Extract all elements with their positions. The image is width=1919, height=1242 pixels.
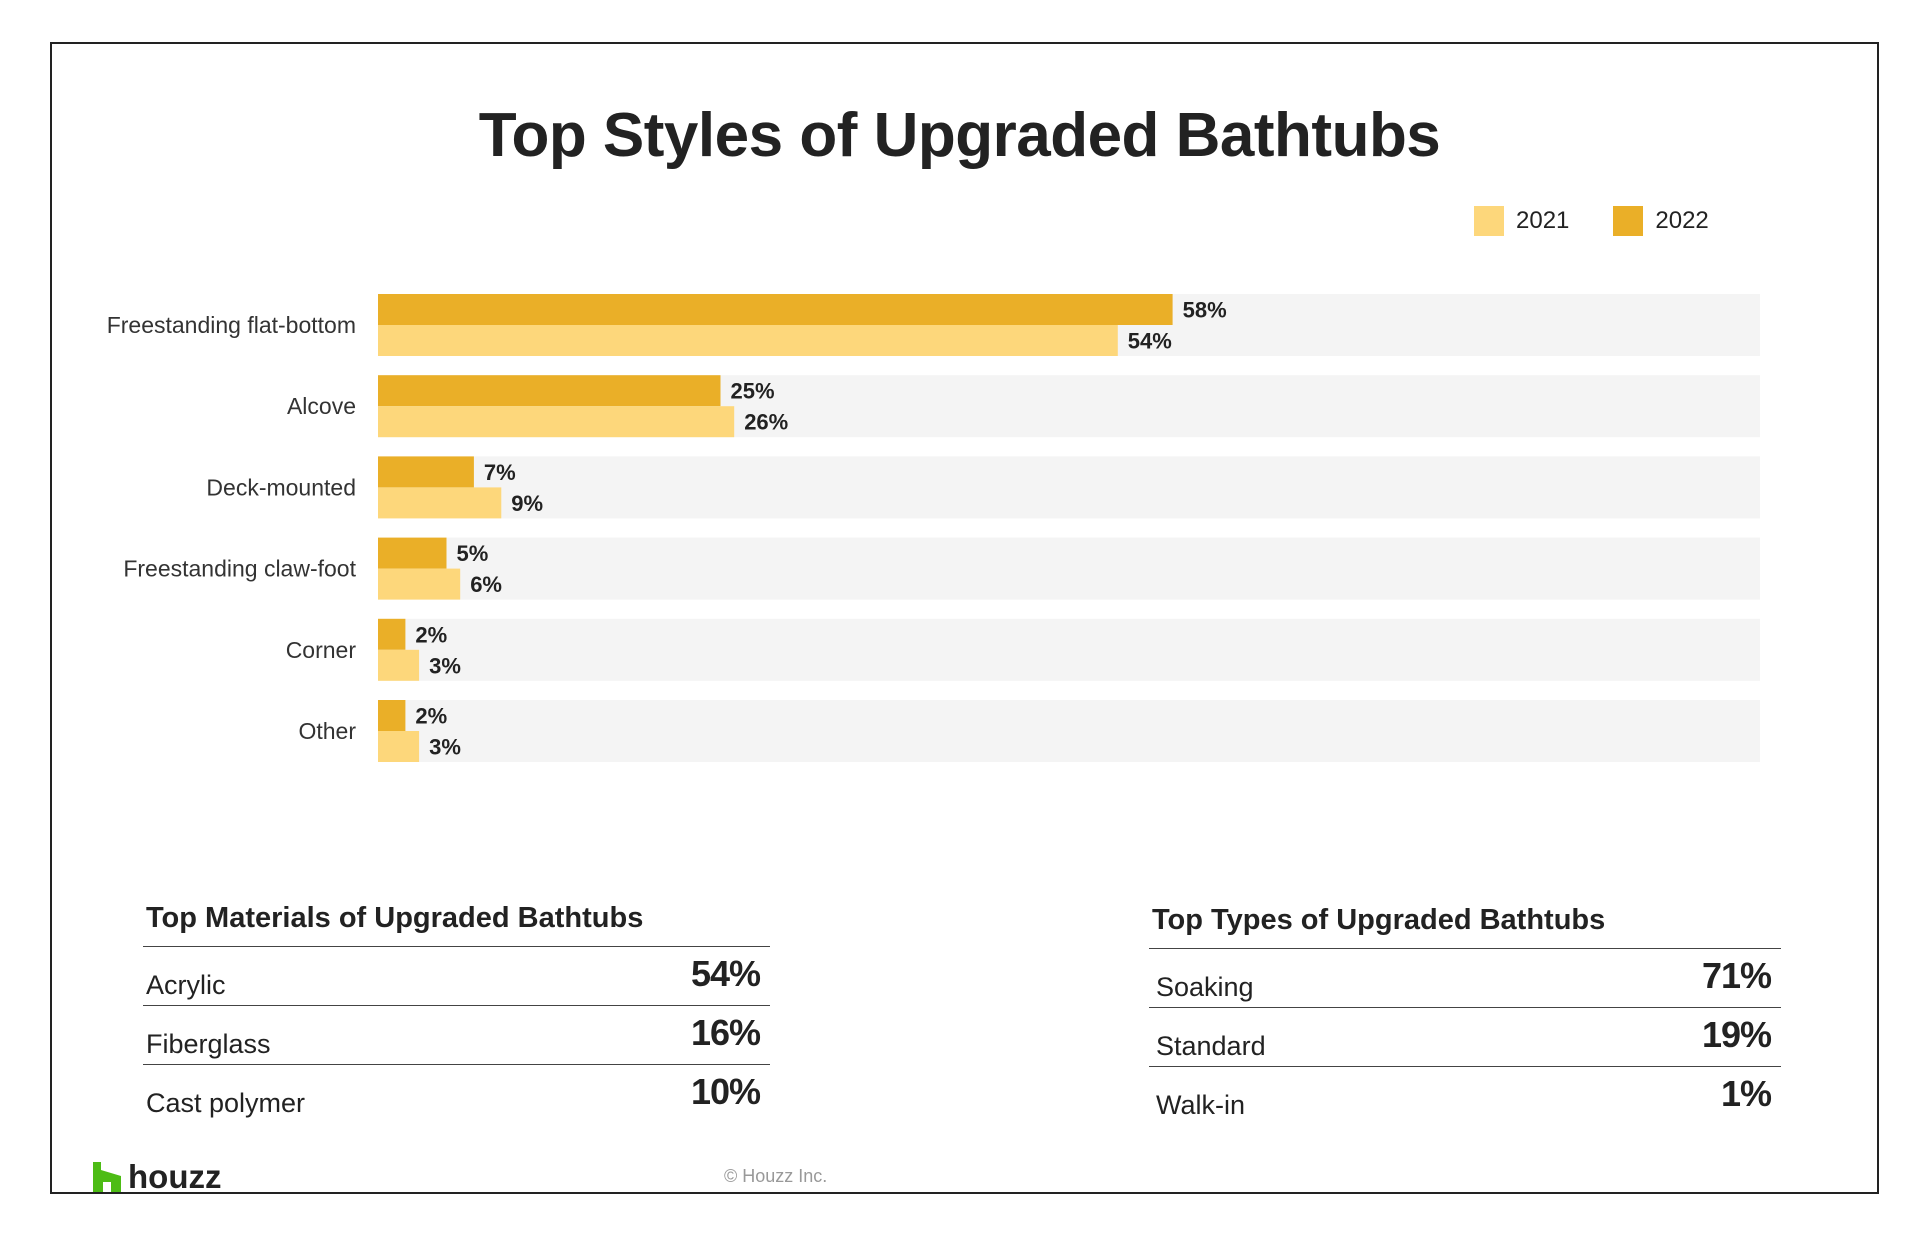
legend-swatch-2022	[1613, 206, 1644, 236]
table-row: Soaking 71%	[1149, 948, 1781, 1007]
category-label: Other	[298, 718, 356, 744]
material-pct: 10%	[690, 1071, 761, 1112]
data-label-2021: 6%	[470, 572, 502, 597]
material-name: Acrylic	[146, 970, 226, 1000]
type-name: Soaking	[1156, 972, 1254, 1002]
table-row: Acrylic 54%	[143, 946, 770, 1005]
data-label-2021: 3%	[429, 735, 461, 760]
material-pct: 16%	[690, 1012, 761, 1053]
legend-label-2021: 2021	[1516, 207, 1570, 234]
houzz-logo-text: houzz	[128, 1158, 222, 1195]
row-background-band	[378, 537, 1760, 600]
bar-2021	[378, 731, 420, 762]
copyright: © Houzz Inc.	[724, 1166, 828, 1186]
data-label-2021: 3%	[429, 653, 461, 678]
row-background-band	[378, 700, 1760, 762]
type-pct: 1%	[1720, 1073, 1772, 1114]
category-label: Freestanding flat-bottom	[107, 312, 356, 338]
data-label-2022: 7%	[484, 460, 516, 485]
data-label-2021: 26%	[744, 410, 788, 435]
material-pct: 54%	[690, 953, 761, 994]
row-background-band	[378, 456, 1760, 519]
table-row: Walk-in 1%	[1149, 1066, 1781, 1125]
data-label-2022: 25%	[731, 379, 775, 404]
bar-2022	[378, 700, 406, 731]
type-name: Walk-in	[1156, 1090, 1246, 1120]
category-label: Freestanding claw-foot	[123, 556, 356, 582]
bar-2021	[378, 487, 502, 519]
table-row: Standard 19%	[1149, 1007, 1781, 1066]
legend: 2021 2022	[1474, 206, 1753, 236]
category-label: Deck-mounted	[206, 474, 356, 500]
category-label: Alcove	[287, 393, 356, 419]
data-label-2022: 5%	[457, 541, 489, 566]
chart-title: Top Styles of Upgraded Bathtubs	[478, 101, 1441, 170]
houzz-house-icon	[93, 1162, 121, 1192]
data-label-2021: 9%	[511, 491, 543, 516]
bar-2022	[378, 537, 447, 569]
materials-table: Top Materials of Upgraded Bathtubs Acryl…	[143, 898, 770, 1123]
type-pct: 71%	[1701, 955, 1772, 996]
bar-2021	[378, 406, 735, 438]
bar-chart: Freestanding flat-bottom 58% 54% Alcove 25% 2…	[107, 294, 1760, 762]
data-label-2022: 2%	[415, 704, 447, 729]
bar-2021	[378, 325, 1118, 356]
material-name: Cast polymer	[146, 1088, 306, 1118]
bar-2022	[378, 456, 474, 488]
material-name: Fiberglass	[146, 1029, 271, 1059]
bar-2022	[378, 618, 406, 650]
legend-item-2021: 2021	[1474, 206, 1569, 236]
bar-2022	[378, 294, 1173, 325]
type-pct: 19%	[1701, 1014, 1772, 1055]
category-label: Corner	[286, 637, 357, 663]
table-row: Cast polymer 10%	[143, 1064, 770, 1123]
legend-swatch-2021	[1474, 206, 1504, 236]
type-name: Standard	[1156, 1031, 1266, 1061]
data-label-2021: 54%	[1128, 329, 1172, 354]
legend-item-2022: 2022	[1613, 206, 1709, 236]
chart-frame	[50, 42, 1879, 1194]
bar-2021	[378, 568, 461, 600]
row-background-band	[378, 618, 1760, 681]
materials-title: Top Materials of Upgraded Bathtubs	[146, 902, 644, 934]
legend-label-2022: 2022	[1655, 207, 1709, 234]
data-label-2022: 2%	[415, 622, 447, 647]
bar-2021	[378, 649, 420, 681]
types-table: Top Types of Upgraded Bathtubs Soaking 7…	[1149, 900, 1781, 1125]
table-row: Fiberglass 16%	[143, 1005, 770, 1064]
data-label-2022: 58%	[1183, 298, 1227, 323]
bar-2022	[378, 375, 721, 407]
houzz-logo: houzz	[93, 1158, 222, 1195]
types-title: Top Types of Upgraded Bathtubs	[1152, 904, 1606, 936]
